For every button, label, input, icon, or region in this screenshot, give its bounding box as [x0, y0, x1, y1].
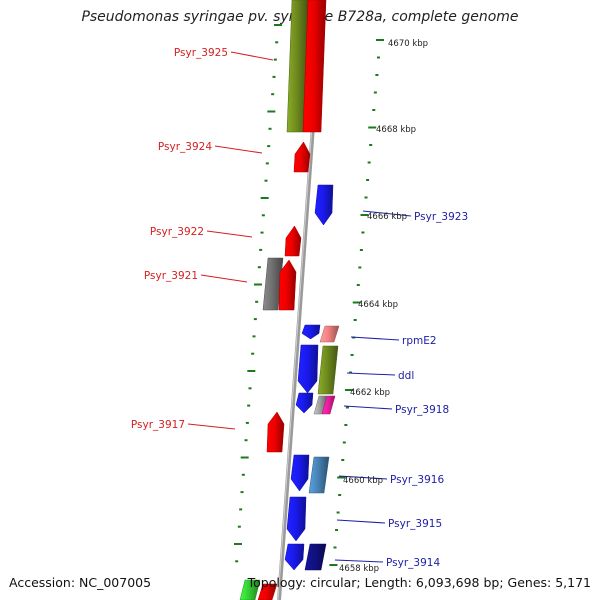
feature-block-12: [295, 392, 314, 414]
feature-block-7: [278, 259, 297, 311]
feature-block-8: [301, 324, 321, 340]
ruler-labels: 4670 kbp 4668 kbp 4666 kbp 4664 kbp 4662 kbp…: [339, 39, 428, 574]
feature-block-5: [284, 225, 302, 257]
gene-label-psyr_3918[interactable]: Psyr_3918: [395, 404, 449, 416]
feature-block-11: [317, 345, 339, 395]
gene-labels: Psyr_3925 Psyr_3924 Psyr_3923 Psyr_3922 Psyr…: [131, 47, 468, 569]
ruler-label-4670-kbp: 4670 kbp: [388, 39, 428, 49]
gene-label-psyr_3914[interactable]: Psyr_3914: [386, 557, 440, 569]
feature-block-10: [297, 344, 319, 394]
leader-line-ddl: [346, 372, 396, 376]
label-leader-lines: [187, 51, 412, 563]
leader-line-psyr_3922: [206, 230, 253, 238]
ruler-label-4658-kbp: 4658 kbp: [339, 564, 379, 574]
feature-block-19: [284, 543, 305, 571]
accession-text: Accession: NC_007005: [9, 575, 152, 590]
gene-label-psyr_3923[interactable]: Psyr_3923: [414, 211, 468, 223]
ruler-inner-ticks: [234, 24, 282, 563]
ruler-label-4668-kbp: 4668 kbp: [376, 125, 416, 135]
feature-block-4: [314, 184, 334, 226]
gene-label-rpme2[interactable]: rpmE2: [402, 335, 437, 347]
leader-line-psyr_3924: [214, 145, 263, 154]
feature-block-20: [304, 543, 327, 571]
feature-block-22: [257, 583, 278, 600]
ruler-label-4660-kbp: 4660 kbp: [343, 476, 383, 486]
feature-block-9: [319, 325, 340, 343]
gene-label-psyr_3921[interactable]: Psyr_3921: [144, 270, 198, 282]
leader-line-psyr_3915: [336, 519, 386, 524]
gene-label-psyr_3924[interactable]: Psyr_3924: [158, 141, 212, 153]
leader-line-psyr_3923: [362, 210, 412, 217]
feature-block-17: [308, 456, 330, 494]
ruler-label-4664-kbp: 4664 kbp: [358, 300, 398, 310]
feature-track: [239, 0, 340, 600]
ruler-label-4666-kbp: 4666 kbp: [367, 212, 407, 222]
leader-line-psyr_3921: [200, 274, 248, 283]
leader-line-psyr_3918: [343, 405, 393, 410]
topology-summary-text: Topology: circular; Length: 6,093,698 bp…: [247, 575, 591, 590]
leader-line-psyr_3917: [187, 423, 236, 430]
feature-block-3: [293, 141, 311, 173]
feature-block-6: [262, 257, 284, 311]
feature-block-21: [239, 579, 261, 600]
gene-label-psyr_3916[interactable]: Psyr_3916: [390, 474, 444, 486]
ruler-label-4662-kbp: 4662 kbp: [350, 388, 390, 398]
feature-block-16: [290, 454, 310, 492]
feature-block-2: [302, 0, 327, 133]
ruler-outer-ticks: [329, 39, 384, 566]
leader-line-psyr_3916: [338, 475, 388, 480]
leader-line-rpme2: [350, 336, 400, 341]
leader-line-psyr_3925: [230, 51, 274, 61]
gene-label-psyr_3925[interactable]: Psyr_3925: [174, 47, 228, 59]
feature-block-14: [321, 395, 336, 415]
feature-block-15: [266, 411, 285, 453]
gene-label-psyr_3917[interactable]: Psyr_3917: [131, 419, 185, 431]
leader-line-psyr_3914: [334, 559, 384, 563]
gene-label-psyr_3922[interactable]: Psyr_3922: [150, 226, 204, 238]
gene-label-psyr_3915[interactable]: Psyr_3915: [388, 518, 442, 530]
gene-label-ddl[interactable]: ddl: [398, 370, 414, 382]
feature-block-18: [286, 496, 307, 542]
